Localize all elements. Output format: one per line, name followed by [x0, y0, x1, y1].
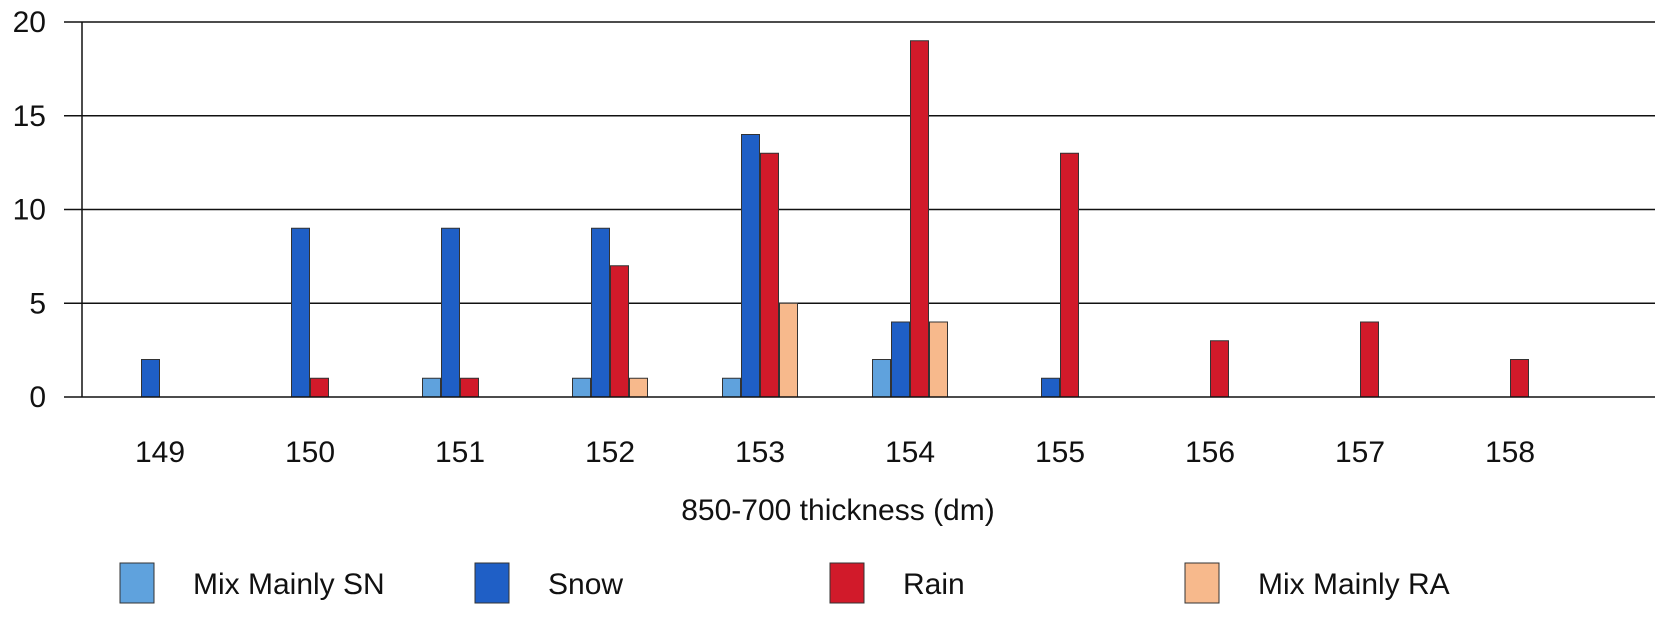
x-tick-label: 151 — [435, 436, 485, 469]
y-tick-label: 0 — [29, 381, 46, 414]
x-tick-label: 153 — [735, 436, 785, 469]
bar-rain — [610, 265, 629, 398]
legend-swatch — [474, 562, 510, 604]
bar-mix-mainly-sn — [722, 377, 741, 398]
bar-mix-mainly-sn — [572, 377, 591, 398]
bar-mix-mainly-sn — [422, 377, 441, 398]
legend-swatch — [119, 562, 155, 604]
legend-swatch — [1184, 562, 1220, 604]
bar-snow — [291, 227, 310, 398]
legend-label: Mix Mainly RA — [1258, 568, 1450, 601]
x-tick-label: 155 — [1035, 436, 1085, 469]
y-tick-label: 10 — [13, 194, 46, 227]
bar-rain — [1210, 340, 1229, 398]
bar-snow — [741, 134, 760, 398]
bar-snow — [891, 321, 910, 398]
bar-mix-mainly-ra — [929, 321, 948, 398]
bar-snow — [441, 227, 460, 398]
bar-snow — [1041, 377, 1060, 398]
bar-rain — [1360, 321, 1379, 398]
x-tick-label: 158 — [1485, 436, 1535, 469]
axes — [64, 22, 1655, 398]
y-tick-label: 15 — [13, 100, 46, 133]
bar-mix-mainly-ra — [629, 377, 648, 398]
bar-rain — [910, 40, 929, 398]
bars — [141, 40, 1529, 398]
legend-label: Snow — [548, 568, 623, 601]
legend-label: Rain — [903, 568, 965, 601]
x-tick-label: 156 — [1185, 436, 1235, 469]
x-tick-label: 154 — [885, 436, 935, 469]
x-tick-label: 157 — [1335, 436, 1385, 469]
bar-rain — [760, 152, 779, 398]
x-tick-label: 150 — [285, 436, 335, 469]
y-tick-labels: 0 5 10 15 20 — [13, 6, 46, 414]
y-tick-label: 5 — [29, 287, 46, 320]
x-tick-label: 152 — [585, 436, 635, 469]
bar-mix-mainly-ra — [779, 302, 798, 398]
x-tick-labels: 149 150 151 152 153 154 155 156 157 158 — [135, 436, 1535, 469]
bar-rain — [1510, 359, 1529, 398]
bar-rain — [1060, 152, 1079, 398]
legend: Mix Mainly SN Snow Rain Mix Mainly RA — [119, 562, 1450, 604]
bar-snow — [591, 227, 610, 398]
y-tick-label: 20 — [13, 6, 46, 39]
gridlines — [64, 21, 1655, 304]
bar-rain — [310, 377, 329, 398]
bar-snow — [141, 359, 160, 398]
bar-rain — [460, 377, 479, 398]
legend-swatch — [829, 562, 865, 604]
x-tick-label: 149 — [135, 436, 185, 469]
legend-label: Mix Mainly SN — [193, 568, 385, 601]
bar-mix-mainly-sn — [872, 359, 891, 398]
x-axis-title: 850-700 thickness (dm) — [681, 494, 994, 527]
